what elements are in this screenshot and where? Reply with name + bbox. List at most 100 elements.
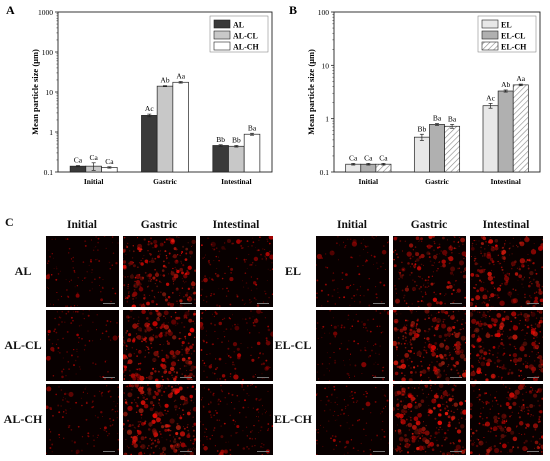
droplet	[437, 413, 442, 417]
droplet	[531, 351, 533, 353]
droplet	[364, 260, 367, 263]
droplet	[426, 384, 428, 387]
droplet	[178, 454, 180, 455]
droplet	[530, 414, 532, 416]
droplet	[145, 340, 148, 343]
droplet	[424, 286, 427, 288]
droplet	[80, 324, 82, 326]
droplet	[154, 445, 157, 448]
droplet	[205, 341, 208, 344]
droplet	[436, 439, 438, 442]
droplet	[139, 420, 142, 423]
droplet	[251, 346, 253, 348]
droplet	[271, 425, 273, 428]
droplet	[365, 245, 367, 248]
droplet	[320, 424, 322, 426]
droplet	[399, 274, 401, 276]
droplet	[417, 424, 419, 426]
droplet	[470, 353, 472, 355]
droplet	[56, 268, 58, 270]
droplet	[81, 404, 83, 407]
droplet	[233, 351, 235, 353]
droplet	[317, 428, 319, 431]
droplet	[461, 417, 463, 419]
droplet	[266, 240, 269, 242]
droplet	[517, 279, 519, 281]
droplet	[169, 440, 171, 442]
droplet	[429, 387, 432, 389]
droplet	[447, 453, 448, 455]
droplet	[500, 433, 505, 439]
droplet	[186, 269, 189, 272]
droplet	[240, 244, 243, 247]
droplet	[192, 435, 195, 438]
droplet	[116, 322, 118, 324]
droplet	[532, 331, 538, 337]
droplet	[530, 249, 537, 255]
droplet	[401, 289, 404, 292]
droplet	[67, 310, 70, 313]
droplet	[326, 266, 329, 269]
droplet	[160, 422, 162, 424]
droplet	[270, 331, 273, 337]
droplet	[66, 393, 68, 395]
droplet	[531, 326, 533, 329]
droplet	[529, 453, 531, 455]
droplet	[447, 415, 451, 419]
droplet	[463, 448, 466, 451]
droplet	[349, 284, 352, 287]
droplet	[522, 242, 524, 244]
droplet	[499, 300, 505, 306]
droplet	[500, 378, 503, 380]
droplet	[132, 298, 134, 300]
droplet	[210, 322, 213, 325]
droplet	[52, 374, 55, 377]
droplet	[210, 243, 213, 246]
droplet	[501, 421, 503, 423]
droplet	[345, 285, 350, 290]
droplet	[461, 409, 463, 411]
droplet	[520, 244, 523, 247]
droplet	[444, 407, 447, 410]
droplet	[397, 390, 401, 395]
droplet	[471, 333, 476, 338]
droplet	[241, 247, 243, 249]
droplet	[161, 394, 163, 397]
droplet	[129, 274, 134, 279]
droplet	[452, 398, 454, 400]
droplet	[67, 401, 69, 403]
droplet	[436, 377, 439, 379]
droplet	[173, 273, 179, 279]
droplet	[142, 445, 144, 447]
droplet	[431, 351, 436, 357]
droplet	[63, 437, 65, 439]
droplet	[155, 379, 157, 381]
droplet	[383, 431, 385, 433]
droplet	[457, 241, 460, 244]
x-tick-label: Intestinal	[221, 177, 251, 186]
droplet	[458, 422, 461, 424]
droplet	[73, 364, 75, 367]
droplet	[156, 350, 159, 353]
droplet	[112, 287, 114, 290]
droplet	[126, 429, 133, 435]
droplet	[150, 242, 153, 245]
droplet	[156, 419, 159, 423]
droplet	[137, 350, 142, 354]
droplet	[107, 371, 109, 373]
droplet	[192, 344, 194, 347]
droplet	[461, 251, 466, 257]
droplet	[431, 275, 434, 277]
droplet	[538, 246, 543, 251]
droplet	[181, 341, 185, 345]
droplet	[156, 418, 158, 420]
droplet	[123, 339, 125, 343]
droplet	[138, 261, 141, 264]
droplet	[186, 365, 188, 367]
droplet	[125, 331, 128, 334]
droplet	[509, 359, 512, 362]
droplet	[443, 369, 445, 371]
droplet	[347, 318, 349, 320]
droplet	[258, 432, 260, 433]
droplet	[461, 402, 464, 405]
